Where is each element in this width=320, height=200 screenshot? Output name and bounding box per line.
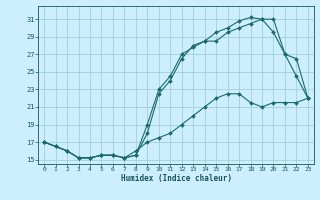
X-axis label: Humidex (Indice chaleur): Humidex (Indice chaleur): [121, 174, 231, 183]
